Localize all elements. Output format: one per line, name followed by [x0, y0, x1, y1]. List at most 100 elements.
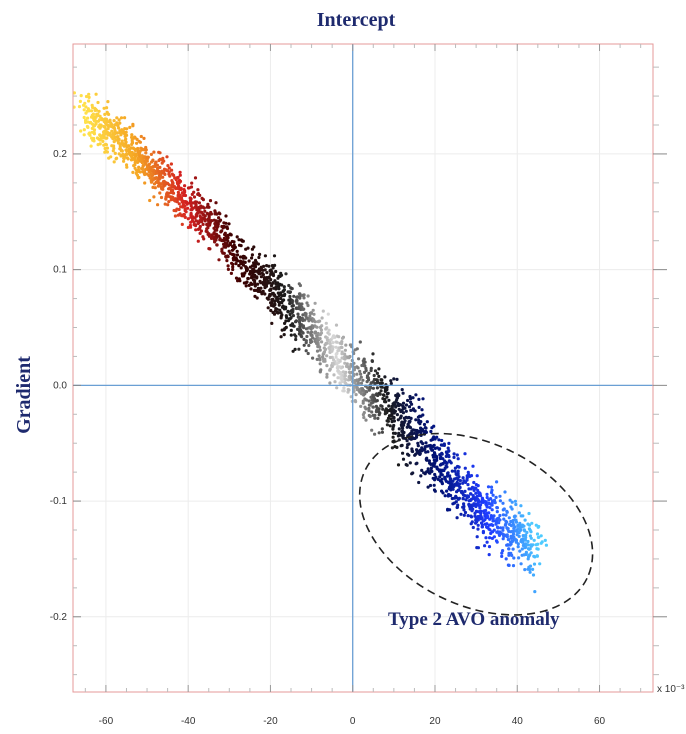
- scatter-point: [513, 499, 518, 503]
- scatter-point: [263, 268, 267, 272]
- scatter-point: [147, 173, 151, 178]
- scatter-point: [416, 444, 420, 448]
- scatter-point: [229, 271, 233, 275]
- scatter-point: [501, 537, 505, 541]
- scatter-point: [365, 374, 370, 378]
- scatter-point: [171, 190, 175, 195]
- scatter-point: [273, 294, 277, 298]
- y-tick-label: 0.0: [53, 380, 67, 391]
- scatter-point: [122, 159, 126, 163]
- scatter-point: [79, 129, 83, 133]
- scatter-point: [421, 413, 425, 417]
- scatter-point: [116, 124, 120, 128]
- scatter-point: [513, 537, 518, 542]
- scatter-point: [220, 249, 224, 253]
- scatter-point: [410, 447, 414, 451]
- scatter-point: [427, 459, 431, 463]
- scatter-point: [272, 312, 277, 316]
- scatter-point: [396, 434, 400, 438]
- scatter-point: [476, 523, 480, 527]
- scatter-point: [386, 416, 391, 420]
- scatter-point: [489, 514, 493, 518]
- scatter-point: [262, 264, 266, 268]
- scatter-point: [199, 229, 203, 233]
- scatter-point: [426, 485, 430, 489]
- scatter-point: [529, 551, 533, 555]
- scatter-point: [539, 534, 543, 538]
- scatter-point: [358, 340, 362, 344]
- scatter-point: [386, 391, 390, 395]
- scatter-point: [511, 532, 516, 536]
- scatter-point: [363, 360, 367, 364]
- scatter-point: [89, 120, 93, 125]
- scatter-point: [377, 431, 381, 435]
- scatter-point: [417, 405, 421, 409]
- scatter-point: [414, 452, 418, 456]
- scatter-point: [192, 216, 196, 220]
- scatter-point: [519, 562, 523, 566]
- scatter-point: [143, 172, 147, 177]
- scatter-point: [104, 142, 108, 146]
- scatter-point: [312, 318, 316, 322]
- scatter-point: [90, 126, 94, 130]
- scatter-point: [367, 399, 371, 403]
- scatter-point: [209, 236, 214, 240]
- scatter-point: [441, 457, 445, 461]
- scatter-point: [263, 292, 267, 296]
- scatter-point: [289, 328, 293, 332]
- scatter-point: [406, 398, 410, 403]
- scatter-point: [411, 396, 415, 400]
- scatter-point: [325, 338, 329, 342]
- scatter-point: [509, 505, 513, 509]
- y-tick-label: -0.2: [50, 612, 68, 623]
- scatter-point: [177, 202, 181, 206]
- scatter-point: [376, 393, 380, 398]
- scatter-point: [449, 493, 453, 498]
- scatter-point: [179, 186, 183, 190]
- scatter-point: [205, 230, 209, 234]
- scatter-point: [106, 133, 110, 137]
- scatter-point: [397, 431, 401, 435]
- scatter-point: [284, 272, 288, 276]
- scatter-point: [264, 284, 269, 288]
- scatter-point: [198, 193, 202, 197]
- x-tick-label: 0: [350, 716, 356, 727]
- scatter-point: [181, 203, 185, 207]
- scatter-point: [379, 389, 383, 393]
- scatter-point: [433, 452, 437, 456]
- scatter-point: [133, 166, 137, 170]
- scatter-point: [185, 200, 189, 204]
- scatter-point: [314, 341, 319, 345]
- scatter-point: [471, 503, 475, 507]
- scatter-point: [167, 166, 171, 170]
- scatter-point: [452, 501, 456, 505]
- scatter-point: [84, 119, 88, 123]
- scatter-point: [414, 393, 418, 397]
- scatter-point: [87, 109, 91, 113]
- scatter-point: [529, 543, 533, 547]
- scatter-point: [112, 146, 116, 150]
- scatter-point: [510, 534, 514, 539]
- scatter-point: [112, 126, 116, 130]
- scatter-point: [176, 190, 180, 194]
- scatter-point: [327, 328, 331, 332]
- scatter-point: [272, 254, 277, 258]
- scatter-point: [249, 287, 253, 291]
- scatter-point: [330, 349, 334, 353]
- scatter-point: [142, 136, 146, 140]
- scatter-point: [152, 150, 156, 154]
- scatter-point: [109, 121, 113, 125]
- scatter-point: [150, 168, 154, 172]
- scatter-point: [407, 405, 412, 409]
- scatter-point: [422, 448, 426, 452]
- scatter-point: [201, 222, 205, 226]
- scatter-point: [375, 378, 379, 382]
- scatter-point: [407, 415, 411, 420]
- scatter-point: [340, 336, 345, 340]
- scatter-point: [518, 549, 522, 553]
- scatter-point: [450, 496, 454, 501]
- scatter-point: [297, 332, 301, 336]
- scatter-point: [528, 570, 532, 574]
- scatter-point: [94, 92, 98, 96]
- scatter-point: [310, 340, 314, 344]
